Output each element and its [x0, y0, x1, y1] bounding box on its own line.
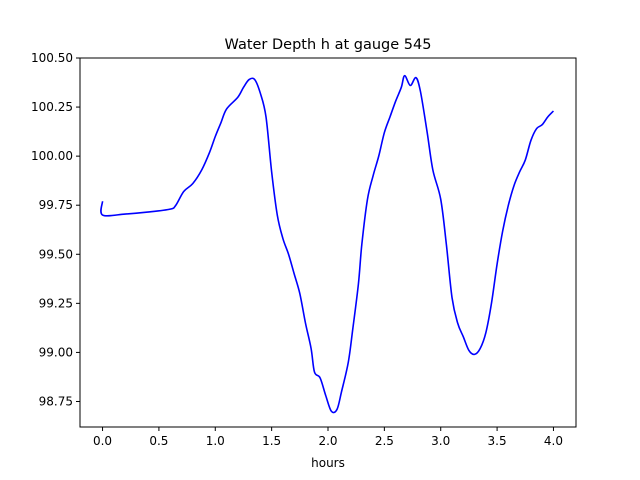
y-tick-label: 100.00 — [31, 149, 73, 163]
chart-title: Water Depth h at gauge 545 — [225, 37, 432, 53]
axes-frame — [79, 57, 577, 428]
y-tick-label: 98.75 — [39, 394, 73, 408]
data-layer — [100, 74, 555, 414]
y-axis-ticks: 98.75 99.00 99.25 99.50 99.75 100.00 100.25 100… — [31, 51, 80, 408]
x-tick-label: 0.0 — [93, 434, 112, 448]
y-tick-label: 99.00 — [39, 345, 73, 359]
x-tick-label: 0.5 — [149, 434, 168, 448]
x-axis-ticks: 0.0 0.5 1.0 1.5 2.0 2.5 3.0 3.5 4.0 — [93, 427, 563, 448]
x-tick-label: 3.5 — [488, 434, 507, 448]
y-tick-label: 99.50 — [39, 247, 73, 261]
y-tick-label: 99.25 — [39, 296, 73, 310]
series-line — [100, 74, 555, 414]
y-tick-label: 100.25 — [31, 100, 73, 114]
x-tick-label: 4.0 — [544, 434, 563, 448]
x-tick-label: 3.0 — [431, 434, 450, 448]
x-axis-label: hours — [311, 456, 345, 470]
y-tick-label: 100.50 — [31, 51, 73, 65]
x-tick-label: 2.0 — [318, 434, 337, 448]
y-tick-label: 99.75 — [39, 198, 73, 212]
x-tick-label: 1.5 — [262, 434, 281, 448]
x-tick-label: 2.5 — [375, 434, 394, 448]
x-tick-label: 1.0 — [206, 434, 225, 448]
